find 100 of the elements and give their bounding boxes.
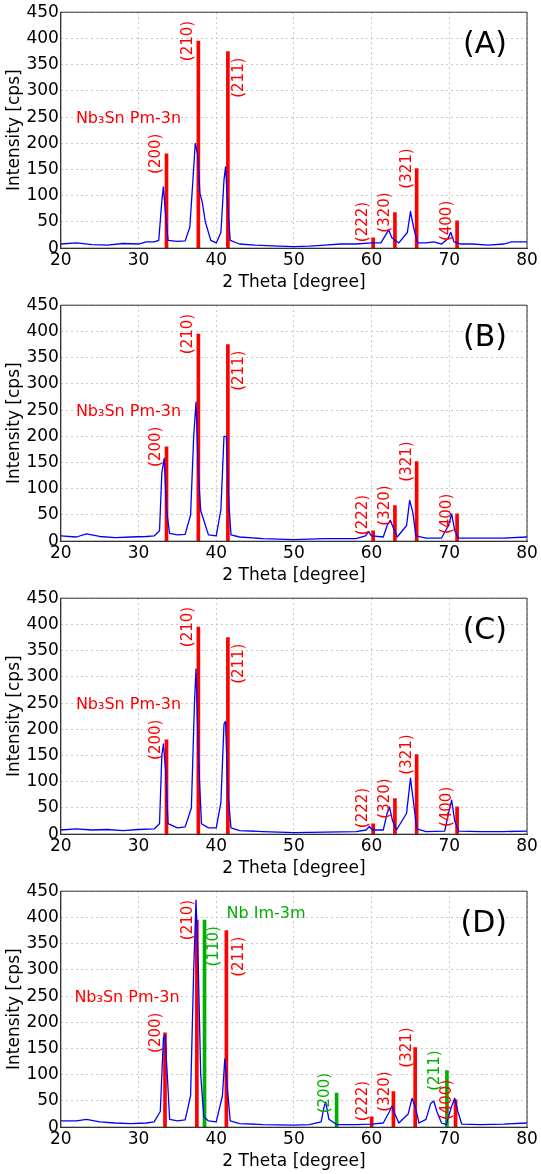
y-tick-label: 250 xyxy=(26,691,59,712)
annotation: (210) xyxy=(178,313,197,355)
bar xyxy=(393,212,397,249)
annotation: (210) xyxy=(178,606,197,648)
bar xyxy=(413,1047,418,1128)
bar xyxy=(393,505,397,542)
y-tick-label: 300 xyxy=(26,79,59,100)
y-tick-label: 350 xyxy=(26,53,59,74)
x-tick-label: 40 xyxy=(205,248,228,269)
text: (C) xyxy=(462,611,507,646)
annotation: (400) xyxy=(436,786,455,828)
y-tick-label: 450 xyxy=(26,879,59,900)
y-tick-label: 200 xyxy=(26,717,59,738)
y-tick-label: 100 xyxy=(26,770,59,791)
text: (B) xyxy=(463,318,507,353)
series-label: Nb₃Sn Pm-3n xyxy=(75,400,182,420)
x-axis-title: 2 Theta [degree] xyxy=(222,271,366,292)
x-tick-label: 60 xyxy=(360,1127,383,1148)
y-tick-label: 300 xyxy=(26,372,59,393)
y-tick-label: 100 xyxy=(26,1063,59,1084)
annotation: (320) xyxy=(374,778,393,819)
x-tick-label: 50 xyxy=(283,541,305,562)
x-tick-label: 80 xyxy=(516,1127,538,1148)
annotation: (400) xyxy=(436,200,455,242)
y-tick-label: 250 xyxy=(26,398,59,419)
x-tick-label: 50 xyxy=(283,1127,305,1148)
series-label: Nb Im-3m xyxy=(226,903,306,923)
y-tick-label: 200 xyxy=(26,131,59,152)
series-label: Nb₃Sn Pm-3n xyxy=(75,693,182,713)
y-tick-label: 350 xyxy=(26,932,59,953)
y-tick-label: 50 xyxy=(37,796,59,817)
annotation: (321) xyxy=(396,441,415,482)
series-label: Nb₃Sn Pm-3n xyxy=(75,107,182,127)
x-tick-label: 40 xyxy=(205,834,228,855)
x-tick-label: 70 xyxy=(438,248,461,269)
y-tick-label: 200 xyxy=(26,424,59,445)
x-tick-label: 70 xyxy=(438,541,461,562)
y-tick-label: 50 xyxy=(37,1089,59,1110)
x-tick-label: 30 xyxy=(127,834,150,855)
x-tick-label: 70 xyxy=(438,1127,461,1148)
x-axis-title: 2 Theta [degree] xyxy=(222,857,366,878)
bar xyxy=(455,513,459,542)
y-tick-label: 350 xyxy=(26,639,59,660)
y-tick-label: 400 xyxy=(26,612,59,633)
y-tick-label: 450 xyxy=(26,293,59,314)
x-tick-label: 80 xyxy=(516,248,538,269)
annotation: (200) xyxy=(314,1072,333,1114)
annotation: (222) xyxy=(353,494,372,536)
text: (A) xyxy=(463,25,507,60)
y-tick-label: 50 xyxy=(37,210,59,231)
annotation: (222) xyxy=(353,1080,372,1122)
y-axis-title: Intensity [cps] xyxy=(2,948,23,1071)
x-tick-label: 30 xyxy=(127,1127,150,1148)
bar xyxy=(414,461,419,542)
y-tick-label: 250 xyxy=(26,105,59,126)
annotation: (400) xyxy=(436,493,455,535)
y-tick-label: 300 xyxy=(26,958,59,979)
x-axis-title: 2 Theta [degree] xyxy=(222,564,366,585)
annotation: (222) xyxy=(353,787,372,829)
y-tick-label: 450 xyxy=(26,0,59,21)
y-tick-label: 100 xyxy=(26,477,59,498)
y-tick-label: 150 xyxy=(26,1036,59,1057)
x-tick-label: 50 xyxy=(283,834,305,855)
annotation: (210) xyxy=(178,899,197,941)
annotation: (321) xyxy=(396,148,415,189)
annotation: (200) xyxy=(146,719,165,760)
x-tick-label: 70 xyxy=(438,834,461,855)
y-tick-label: 300 xyxy=(26,665,59,686)
annotation: (110) xyxy=(203,926,222,967)
text: (D) xyxy=(460,904,507,939)
x-tick-label: 30 xyxy=(127,541,150,562)
x-tick-label: 80 xyxy=(516,541,538,562)
y-tick-label: 150 xyxy=(26,450,59,471)
x-axis-title: 2 Theta [degree] xyxy=(222,1150,366,1171)
bar xyxy=(393,798,397,835)
x-tick-label: 80 xyxy=(516,834,538,855)
y-axis-title: Intensity [cps] xyxy=(2,362,23,485)
annotation: (211) xyxy=(228,643,247,684)
y-tick-label: 400 xyxy=(26,26,59,47)
x-tick-label: 40 xyxy=(205,1127,228,1148)
x-tick-label: 30 xyxy=(127,248,150,269)
annotation: (211) xyxy=(228,936,247,977)
y-tick-label: 400 xyxy=(26,905,59,926)
annotation: (200) xyxy=(146,133,165,174)
y-tick-label: 100 xyxy=(26,184,59,205)
bar xyxy=(414,168,419,249)
x-tick-label: 60 xyxy=(360,834,383,855)
bar xyxy=(226,51,230,249)
y-tick-label: 400 xyxy=(26,319,59,340)
series-label: Nb₃Sn Pm-3n xyxy=(74,986,180,1006)
annotation: (320) xyxy=(374,1071,393,1112)
annotation: (210) xyxy=(178,20,197,62)
y-tick-label: 50 xyxy=(37,503,59,524)
y-axis-title: Intensity [cps] xyxy=(2,69,23,192)
annotation: (222) xyxy=(353,201,372,243)
annotation: (211) xyxy=(228,350,247,391)
annotation: (200) xyxy=(146,1012,165,1053)
y-axis-title: Intensity [cps] xyxy=(2,655,23,778)
annotation: (321) xyxy=(396,1027,415,1068)
annotation: (321) xyxy=(396,734,415,775)
